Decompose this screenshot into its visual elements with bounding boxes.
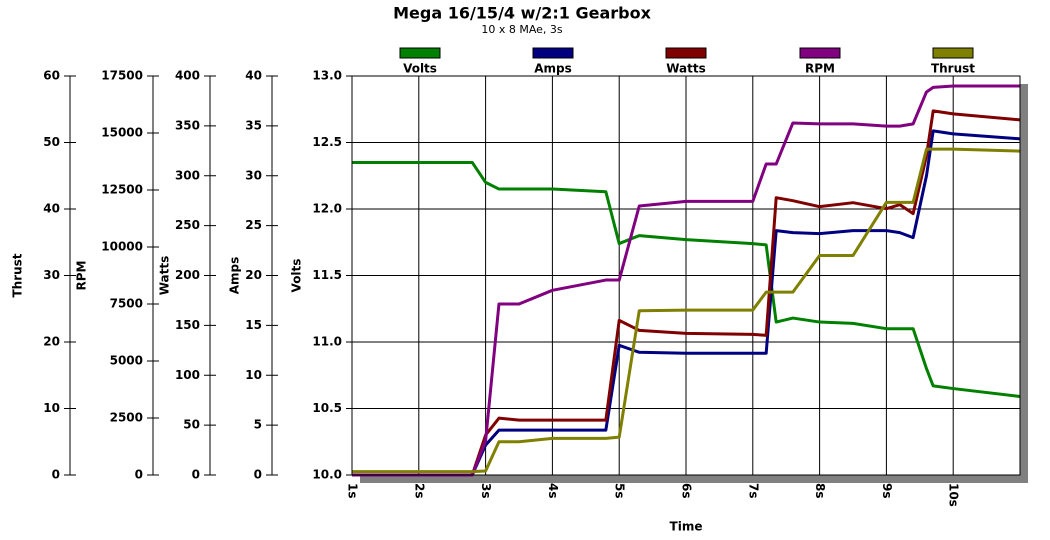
legend-swatch: [532, 47, 574, 59]
y-tick-label: 25: [245, 218, 262, 232]
y-tick-label: 60: [43, 69, 60, 83]
y-axis-label: Watts: [158, 256, 172, 296]
y-tick-label: 10000: [101, 240, 143, 254]
x-tick-label: 5s: [613, 483, 627, 499]
chart-title: Mega 16/15/4 w/2:1 Gearbox: [393, 4, 651, 23]
x-tick-label: 3s: [479, 483, 493, 499]
y-tick-label: 150: [175, 318, 200, 332]
y-tick-label: 50: [183, 418, 200, 432]
y-tick-label: 0: [254, 468, 262, 482]
y-tick-label: 5: [254, 418, 262, 432]
y-tick-label: 250: [175, 218, 200, 232]
legend-label: RPM: [805, 62, 835, 76]
y-tick-label: 2500: [110, 411, 143, 425]
y-tick-label: 0: [135, 468, 143, 482]
y-tick-label: 30: [245, 168, 262, 182]
plot-border: [351, 75, 1021, 476]
y-tick-label: 0: [52, 468, 60, 482]
y-tick-label: 7500: [110, 297, 143, 311]
y-tick-label: 10.0: [312, 468, 342, 482]
x-tick-label: 2s: [412, 483, 426, 499]
x-tick-label: 1s: [346, 483, 360, 499]
legend-label: Volts: [403, 62, 437, 76]
y-tick-label: 10.5: [312, 401, 342, 415]
x-tick-label: 8s: [813, 483, 827, 499]
y-tick-label: 10: [43, 401, 60, 415]
y-tick-label: 0: [192, 468, 200, 482]
y-tick-label: 11.0: [312, 335, 342, 349]
chart-subtitle: 10 x 8 MAe, 3s: [481, 23, 563, 36]
y-tick-label: 20: [245, 268, 262, 282]
y-tick-label: 13.0: [312, 69, 342, 83]
legend-label: Thrust: [931, 62, 975, 76]
y-tick-label: 40: [245, 69, 262, 83]
y-axis-label: Volts: [290, 259, 304, 293]
y-tick-label: 11.5: [312, 268, 342, 282]
x-tick-label: 7s: [746, 483, 760, 499]
y-axis-label: Amps: [228, 257, 242, 295]
y-axis-label: RPM: [75, 261, 89, 291]
x-tick-label: 6s: [680, 483, 694, 499]
y-tick-label: 12.5: [312, 135, 342, 149]
x-tick-label: 4s: [546, 483, 560, 499]
series-line: [352, 147, 1021, 474]
y-tick-label: 17500: [101, 69, 143, 83]
y-tick-label: 100: [175, 368, 200, 382]
y-tick-label: 12500: [101, 183, 143, 197]
legend-swatch: [932, 47, 974, 59]
y-tick-label: 300: [175, 168, 200, 182]
y-tick-label: 350: [175, 118, 200, 132]
legend-swatch: [799, 47, 841, 59]
y-tick-label: 35: [245, 118, 262, 132]
y-axis-label: Thrust: [11, 253, 25, 297]
y-tick-label: 20: [43, 335, 60, 349]
y-tick-label: 15: [245, 318, 262, 332]
x-axis-label: Time: [670, 520, 703, 534]
legend-swatch: [399, 47, 441, 59]
series-line: [352, 84, 1020, 477]
series-line: [352, 160, 1021, 399]
y-tick-label: 5000: [110, 354, 143, 368]
y-tick-label: 30: [43, 268, 60, 282]
legend-swatch: [665, 47, 707, 59]
x-tick-label: 9s: [880, 483, 894, 499]
y-tick-label: 15000: [101, 126, 143, 140]
y-tick-label: 12.0: [312, 202, 342, 216]
series-line: [352, 109, 1021, 477]
series-line: [352, 129, 1021, 477]
x-tick-label: 10s: [947, 483, 961, 507]
y-tick-label: 50: [43, 135, 60, 149]
y-tick-label: 40: [43, 202, 60, 216]
legend-label: Amps: [534, 62, 572, 76]
y-tick-label: 10: [245, 368, 262, 382]
y-tick-label: 200: [175, 268, 200, 282]
y-tick-label: 400: [175, 69, 200, 83]
legend-label: Watts: [666, 62, 706, 76]
